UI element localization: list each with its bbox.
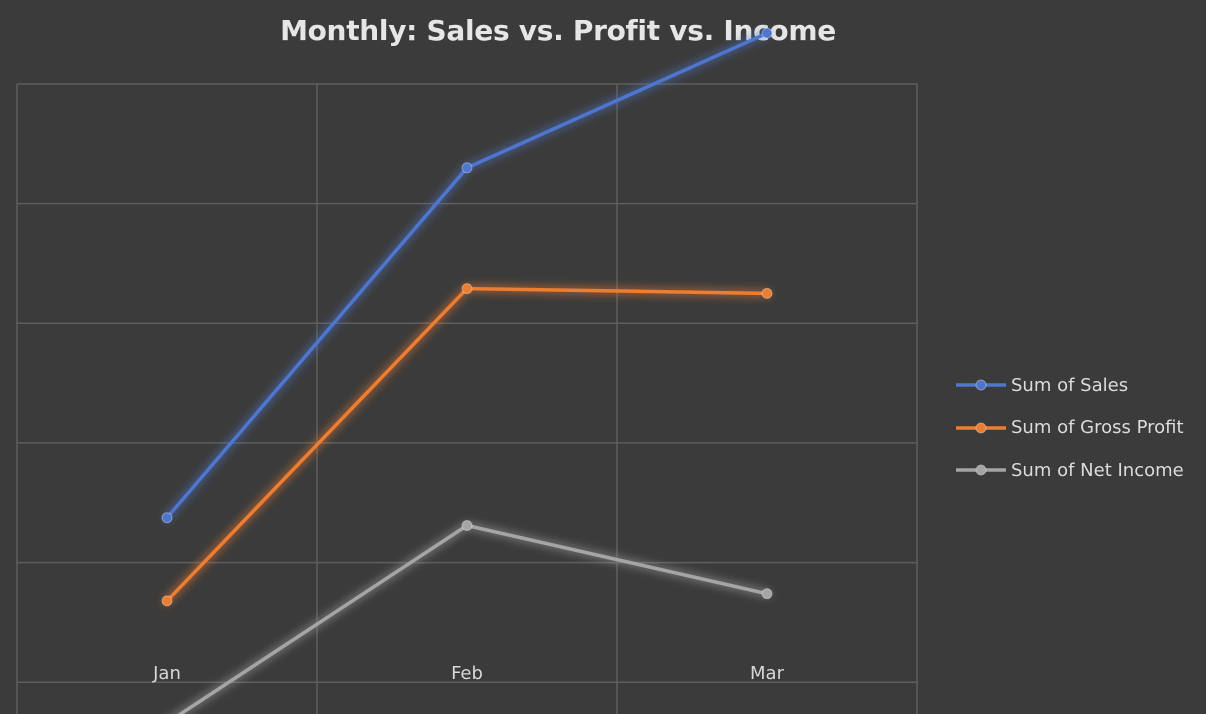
- legend-swatch: [956, 379, 1006, 391]
- data-point: [161, 595, 173, 607]
- series-line: [165, 31, 769, 520]
- series-glow: [172, 521, 772, 714]
- legend-swatch-marker: [975, 422, 987, 434]
- data-point: [461, 283, 473, 295]
- legend-swatch: [956, 464, 1006, 476]
- data-point: [761, 588, 773, 600]
- legend-item: Sum of Gross Profit: [955, 407, 1200, 450]
- series-lines: [161, 27, 773, 714]
- data-point: [461, 162, 473, 174]
- x-tick-label: Feb: [451, 663, 483, 684]
- series-line: [177, 523, 769, 714]
- legend-label: Sum of Net Income: [1011, 459, 1184, 481]
- series-glow: [162, 284, 772, 606]
- series-glow: [162, 28, 772, 523]
- legend-item: Sum of Net Income: [955, 449, 1200, 492]
- series-line: [165, 286, 769, 603]
- gridlines: [16, 83, 918, 714]
- x-tick-label: Jan: [152, 663, 181, 684]
- x-tick-label: Mar: [750, 663, 785, 684]
- legend-swatch-marker: [975, 379, 987, 391]
- legend-swatch: [956, 422, 1006, 434]
- legend-label: Sum of Sales: [1011, 374, 1129, 396]
- legend-swatch-marker: [975, 464, 987, 476]
- data-point: [161, 512, 173, 524]
- data-point: [761, 287, 773, 299]
- data-point: [461, 519, 473, 531]
- data-point: [761, 27, 773, 39]
- legend-item: Sum of Sales: [955, 364, 1200, 407]
- legend: Sum of Sales Sum of Gross Profit Sum of Ne…: [955, 364, 1200, 492]
- x-axis-tick-labels: Jan Feb Mar: [152, 663, 784, 684]
- legend-label: Sum of Gross Profit: [1011, 417, 1184, 439]
